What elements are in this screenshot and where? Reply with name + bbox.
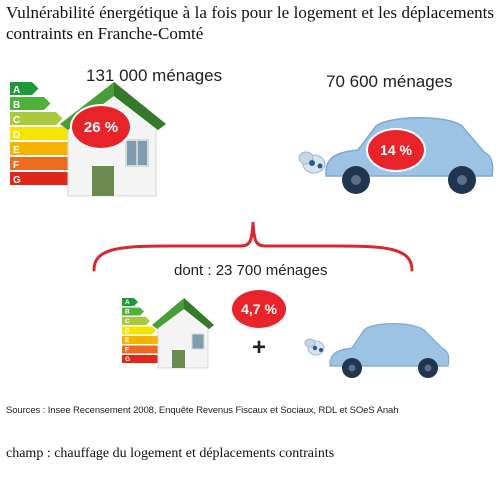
transport-household-count: 70 600 ménages	[326, 72, 453, 91]
plus-sign: +	[252, 334, 267, 361]
energy-class-letter-d: D	[13, 130, 20, 141]
scope-note: champ : chauffage du logement et déplace…	[6, 446, 335, 461]
small-car-icon	[329, 323, 450, 378]
energy-class-bar-e	[10, 142, 87, 155]
energy-class-bar-d	[122, 326, 156, 335]
energy-class-letter-a: A	[125, 299, 130, 306]
exhaust-icon	[298, 151, 326, 174]
transport-percent-badge: 14 %	[368, 130, 424, 170]
energy-class-bar-c	[122, 317, 150, 325]
small-house-icon	[152, 298, 214, 369]
grouping-brace	[92, 221, 414, 272]
energy-class-letter-f: F	[13, 160, 19, 171]
energy-class-letter-b: B	[13, 100, 20, 111]
energy-class-bar-c	[10, 112, 63, 125]
energy-class-bar-a	[10, 82, 39, 95]
energy-class-bar-b	[10, 97, 51, 110]
energy-class-letter-g: G	[125, 356, 130, 363]
small-car-illustration	[304, 323, 450, 378]
energy-class-letter-c: C	[125, 318, 130, 325]
energy-class-letter-a: A	[13, 85, 20, 96]
small-exhaust-icon	[304, 338, 325, 356]
housing-percent-badge: 26 %	[72, 106, 130, 148]
energy-class-letter-f: F	[125, 347, 129, 354]
both-percent-badge: 4,7 %	[232, 290, 286, 328]
energy-class-bar-b	[122, 307, 144, 316]
energy-class-letter-d: D	[125, 328, 130, 335]
energy-class-bar-d	[10, 127, 75, 140]
energy-class-letter-c: C	[13, 115, 20, 126]
energy-class-letter-b: B	[125, 309, 130, 316]
energy-class-letter-g: G	[13, 175, 21, 186]
figure-title: Vulnérabilité énergétique à la fois pour…	[6, 3, 494, 43]
energy-class-bar-f	[122, 345, 168, 354]
energy-class-letter-e: E	[13, 145, 20, 156]
housing-household-count: 131 000 ménages	[86, 66, 223, 85]
energy-class-letter-e: E	[125, 337, 130, 344]
sources-note: Sources : Insee Recensement 2008, Enquêt…	[6, 405, 399, 416]
energy-class-bar-e	[122, 336, 162, 344]
both-household-count: dont : 23 700 ménages	[174, 262, 328, 279]
energy-class-bar-a	[122, 298, 138, 306]
